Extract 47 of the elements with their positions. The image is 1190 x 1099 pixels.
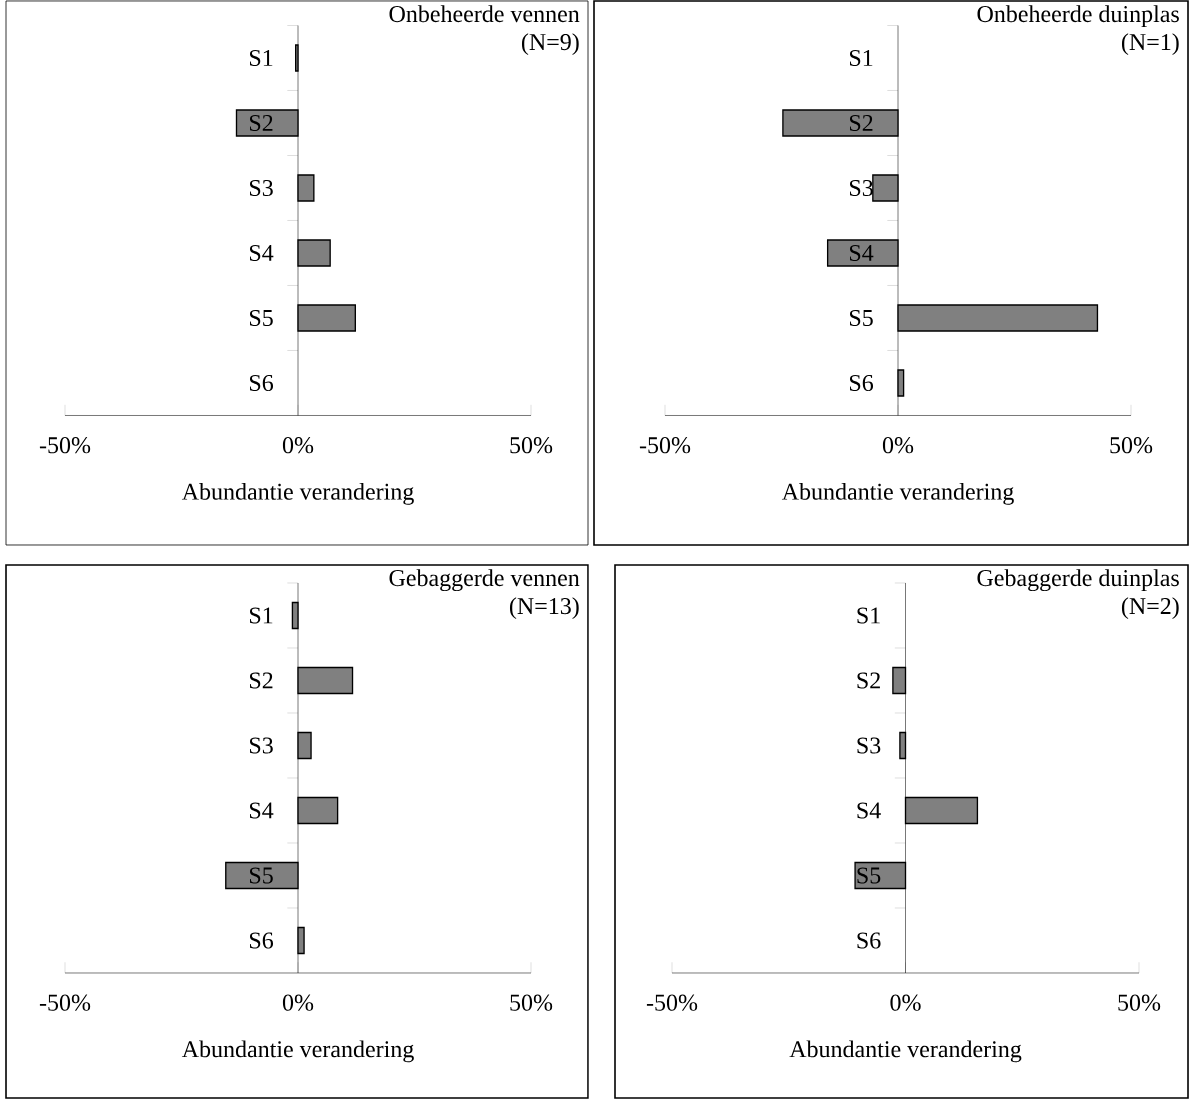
y-tick-label: S3 <box>250 737 273 754</box>
y-tick-label: S2 <box>250 672 273 689</box>
text: (N=13) <box>509 597 579 620</box>
x-tick-label: -50% <box>39 994 91 1011</box>
y-tick-label: S3 <box>250 179 273 197</box>
x-tick-label: -50% <box>39 437 91 454</box>
y-tick-label: S1 <box>857 607 880 624</box>
y-tick-label: S1 <box>250 49 273 67</box>
y-tick-label: S1 <box>850 49 873 67</box>
y-tick-label: S2 <box>250 114 273 132</box>
chart-subtitle: (N=1) <box>1121 33 1179 56</box>
y-tick-label: S5 <box>857 867 881 884</box>
x-tick-label: 50% <box>510 994 553 1011</box>
x-tick-label: 0% <box>890 994 921 1011</box>
x-axis-title: Abundantie verandering <box>181 482 414 505</box>
x-tick-label: 50% <box>1118 994 1161 1011</box>
y-tick-label: S6 <box>850 374 874 392</box>
y-tick-label: S4 <box>857 802 881 819</box>
x-tick-label: 50% <box>1110 437 1153 454</box>
y-tick-label: S4 <box>850 244 874 262</box>
x-tick-label: -50% <box>639 437 691 454</box>
y-tick-label: S6 <box>857 932 881 949</box>
y-tick-label: S3 <box>857 737 881 754</box>
x-tick-label: -50% <box>646 994 698 1011</box>
y-tick-label: S5 <box>250 309 273 327</box>
x-tick-label: 0% <box>882 437 914 454</box>
x-axis-title: Abundantie verandering <box>181 1040 414 1063</box>
chart-title: Gebaggerde duinplas <box>977 569 1179 592</box>
y-tick-label: S1 <box>250 607 273 624</box>
x-axis-title: Abundantie verandering <box>789 1040 1022 1063</box>
chart-subtitle: (N=9) <box>521 33 579 56</box>
y-tick-label: S4 <box>250 244 274 262</box>
y-tick-label: S5 <box>250 867 273 884</box>
x-tick-label: 0% <box>282 437 314 454</box>
chart-title: Onbeheerde duinplas <box>977 5 1179 28</box>
y-tick-label: S6 <box>250 932 274 949</box>
x-axis-title: Abundantie verandering <box>781 482 1014 505</box>
chart-title: Onbeheerde vennen <box>389 5 580 23</box>
x-tick-label: 50% <box>510 437 553 454</box>
y-tick-label: S2 <box>850 114 873 132</box>
y-tick-label: S2 <box>857 672 880 689</box>
y-tick-label: S5 <box>850 309 873 327</box>
x-tick-label: 0% <box>282 994 314 1011</box>
y-tick-label: S6 <box>250 374 274 392</box>
chart-title: Gebaggerde vennen <box>389 569 580 592</box>
y-tick-label: S4 <box>250 802 274 819</box>
text: (N=2) <box>1121 597 1179 620</box>
